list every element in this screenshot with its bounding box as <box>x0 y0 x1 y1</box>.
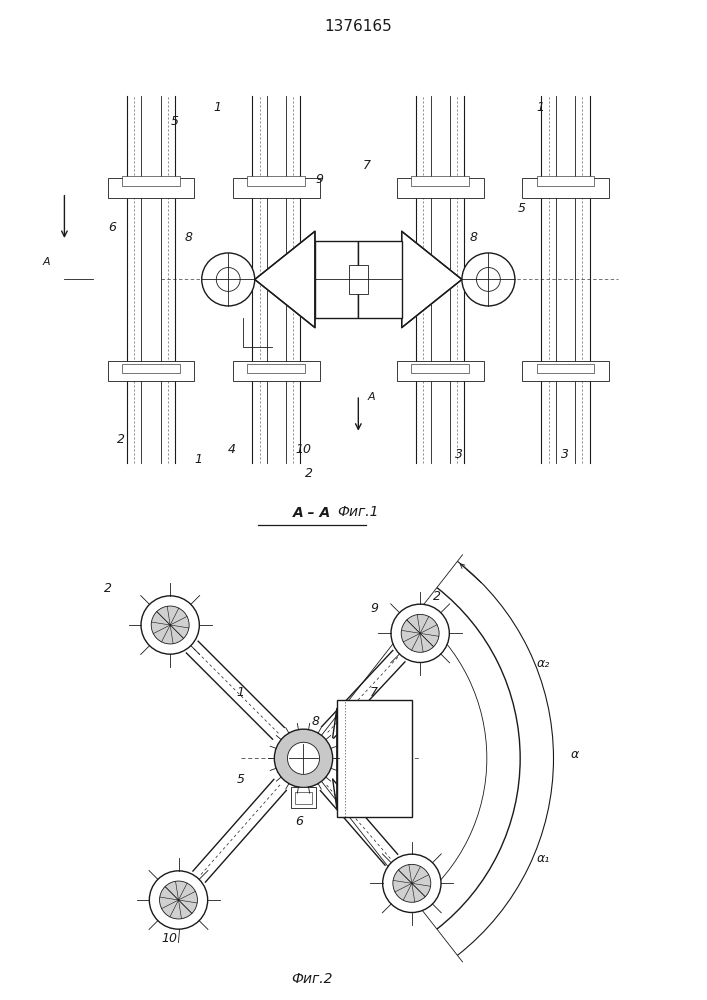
Bar <box>349 265 368 294</box>
Bar <box>358 241 402 318</box>
Text: 2: 2 <box>305 467 313 480</box>
Text: 9: 9 <box>315 173 323 186</box>
Polygon shape <box>402 231 462 328</box>
Bar <box>107 178 194 198</box>
Bar <box>295 792 312 804</box>
Bar <box>397 178 484 198</box>
Text: Фиг.2: Фиг.2 <box>291 972 332 986</box>
Text: 5: 5 <box>518 202 525 215</box>
Circle shape <box>393 864 431 902</box>
Circle shape <box>141 596 199 654</box>
Text: 10: 10 <box>178 607 194 620</box>
Polygon shape <box>255 231 315 328</box>
Bar <box>122 176 180 186</box>
Bar <box>397 361 484 381</box>
Bar <box>233 178 320 198</box>
Text: А: А <box>368 392 375 402</box>
Text: 5: 5 <box>170 115 178 128</box>
Bar <box>315 241 358 318</box>
Text: 10: 10 <box>296 443 312 456</box>
Text: 1: 1 <box>214 101 222 114</box>
Text: 6: 6 <box>295 815 303 828</box>
Circle shape <box>401 614 439 652</box>
Circle shape <box>201 253 255 306</box>
Circle shape <box>288 742 320 774</box>
Circle shape <box>382 854 441 912</box>
Bar <box>337 700 412 817</box>
Text: А – А: А – А <box>293 506 331 520</box>
Bar <box>537 364 595 373</box>
Text: 8: 8 <box>469 231 477 244</box>
Bar <box>247 176 305 186</box>
Text: 7: 7 <box>363 159 371 172</box>
Bar <box>122 364 180 373</box>
Circle shape <box>391 604 450 662</box>
Text: 2: 2 <box>433 590 440 603</box>
Bar <box>522 361 609 381</box>
Bar <box>107 361 194 381</box>
Circle shape <box>216 268 240 291</box>
Bar <box>411 364 469 373</box>
Text: 1: 1 <box>237 686 245 699</box>
Text: 6: 6 <box>107 221 116 234</box>
Text: 7: 7 <box>370 686 378 699</box>
Text: 4: 4 <box>228 443 236 456</box>
Text: 10: 10 <box>162 932 178 945</box>
Text: А: А <box>42 257 50 267</box>
Text: α: α <box>570 748 578 761</box>
Text: Фиг.1: Фиг.1 <box>337 505 379 519</box>
Circle shape <box>160 881 197 919</box>
Text: α₂: α₂ <box>537 657 550 670</box>
Text: 8: 8 <box>185 231 193 244</box>
Text: 1: 1 <box>194 453 202 466</box>
Text: 1: 1 <box>537 101 544 114</box>
Bar <box>537 176 595 186</box>
Bar <box>411 176 469 186</box>
Circle shape <box>477 268 501 291</box>
Text: 8: 8 <box>312 715 320 728</box>
Circle shape <box>149 871 208 929</box>
Text: 2: 2 <box>103 582 112 595</box>
Bar <box>522 178 609 198</box>
Text: 9: 9 <box>370 602 378 615</box>
Circle shape <box>151 606 189 644</box>
Text: 3: 3 <box>455 448 462 461</box>
Circle shape <box>274 729 333 788</box>
Text: 5: 5 <box>237 773 245 786</box>
Bar <box>233 361 320 381</box>
Bar <box>247 364 305 373</box>
Text: 2: 2 <box>117 433 125 446</box>
Bar <box>291 788 316 808</box>
Circle shape <box>462 253 515 306</box>
Text: 3: 3 <box>561 448 568 461</box>
Text: 1376165: 1376165 <box>325 19 392 34</box>
Text: α₁: α₁ <box>537 852 550 865</box>
